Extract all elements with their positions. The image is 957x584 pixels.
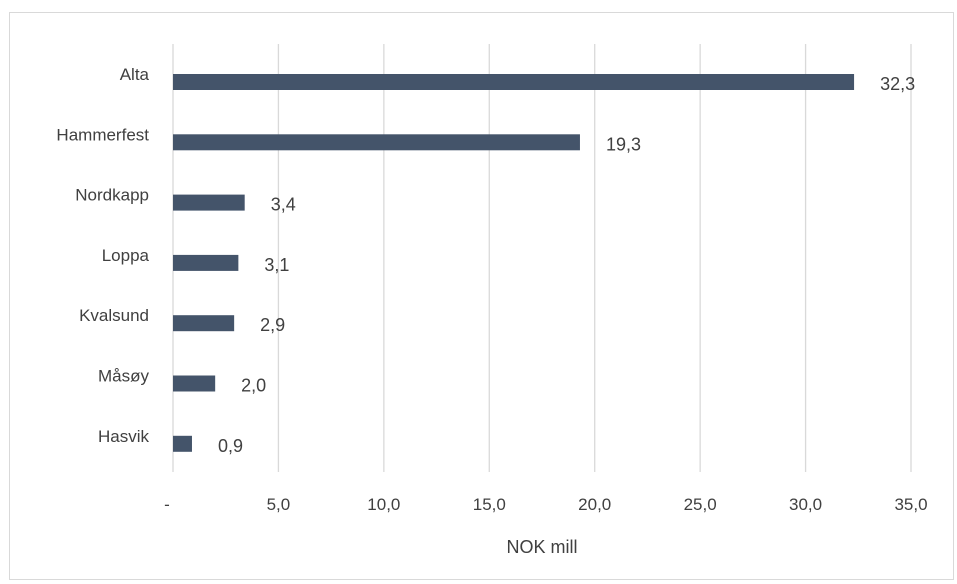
data-label: 2,9 xyxy=(260,315,285,335)
x-tick-labels: - 5,0 10,0 15,0 20,0 25,0 30,0 35,0 xyxy=(164,495,927,514)
data-label: 3,1 xyxy=(264,255,289,275)
x-axis-title: NOK mill xyxy=(507,537,578,557)
bar xyxy=(173,194,245,211)
data-labels: 32,3 19,3 3,4 3,1 2,9 2,0 0,9 xyxy=(218,74,915,456)
bar xyxy=(173,435,192,452)
data-label: 3,4 xyxy=(271,195,296,215)
x-tick-label: 20,0 xyxy=(578,495,611,514)
category-label: Nordkapp xyxy=(75,186,149,205)
x-tick-label: - xyxy=(164,495,170,514)
bar xyxy=(173,134,580,151)
bar xyxy=(173,74,855,90)
x-tick-label: 10,0 xyxy=(367,495,400,514)
x-tick-label: 35,0 xyxy=(894,495,927,514)
category-label: Kvalsund xyxy=(79,306,149,325)
category-label: Hammerfest xyxy=(56,125,149,144)
category-label: Alta xyxy=(120,65,150,84)
x-tick-label: 15,0 xyxy=(473,495,506,514)
bar xyxy=(173,254,239,271)
chart-frame xyxy=(9,12,954,580)
data-label: 32,3 xyxy=(880,74,915,94)
x-tick-label: 5,0 xyxy=(267,495,291,514)
data-label: 19,3 xyxy=(606,134,641,154)
bar xyxy=(173,375,216,392)
bars xyxy=(173,74,855,452)
x-tick-label: 30,0 xyxy=(789,495,822,514)
data-label: 0,9 xyxy=(218,436,243,456)
x-tick-label: 25,0 xyxy=(684,495,717,514)
category-label: Hasvik xyxy=(98,427,150,446)
gridlines xyxy=(172,44,912,472)
category-labels: Alta Hammerfest Nordkapp Loppa Kvalsund Måsøy… xyxy=(56,65,149,446)
data-label: 2,0 xyxy=(241,376,266,396)
category-label: Måsøy xyxy=(98,367,150,386)
bar xyxy=(173,315,235,332)
category-label: Loppa xyxy=(102,246,150,265)
